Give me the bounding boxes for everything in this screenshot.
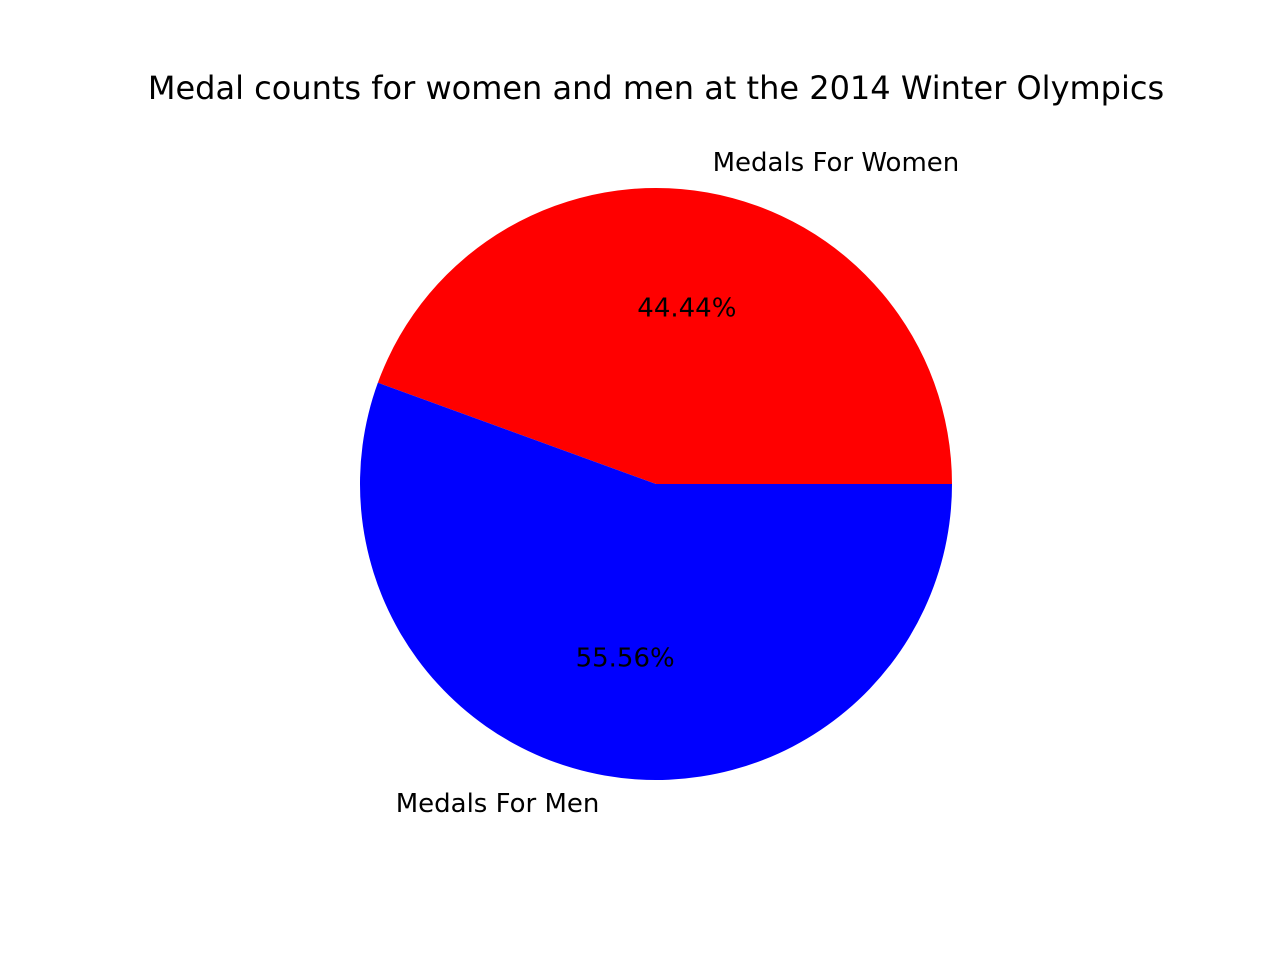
slice-label-medals-for-women: Medals For Women xyxy=(713,148,960,178)
chart-title: Medal counts for women and men at the 20… xyxy=(148,69,1164,107)
pie-labels: Medals For Women 44.44% Medals For Men 55.5… xyxy=(396,148,960,819)
slice-percent-medals-for-men: 55.56% xyxy=(576,643,675,673)
pie-slice-medals-for-men xyxy=(360,382,953,780)
slice-label-medals-for-men: Medals For Men xyxy=(396,789,600,819)
pie-slice-medals-for-women xyxy=(377,188,953,484)
pie-slices xyxy=(360,188,953,780)
slice-percent-medals-for-women: 44.44% xyxy=(637,294,736,324)
